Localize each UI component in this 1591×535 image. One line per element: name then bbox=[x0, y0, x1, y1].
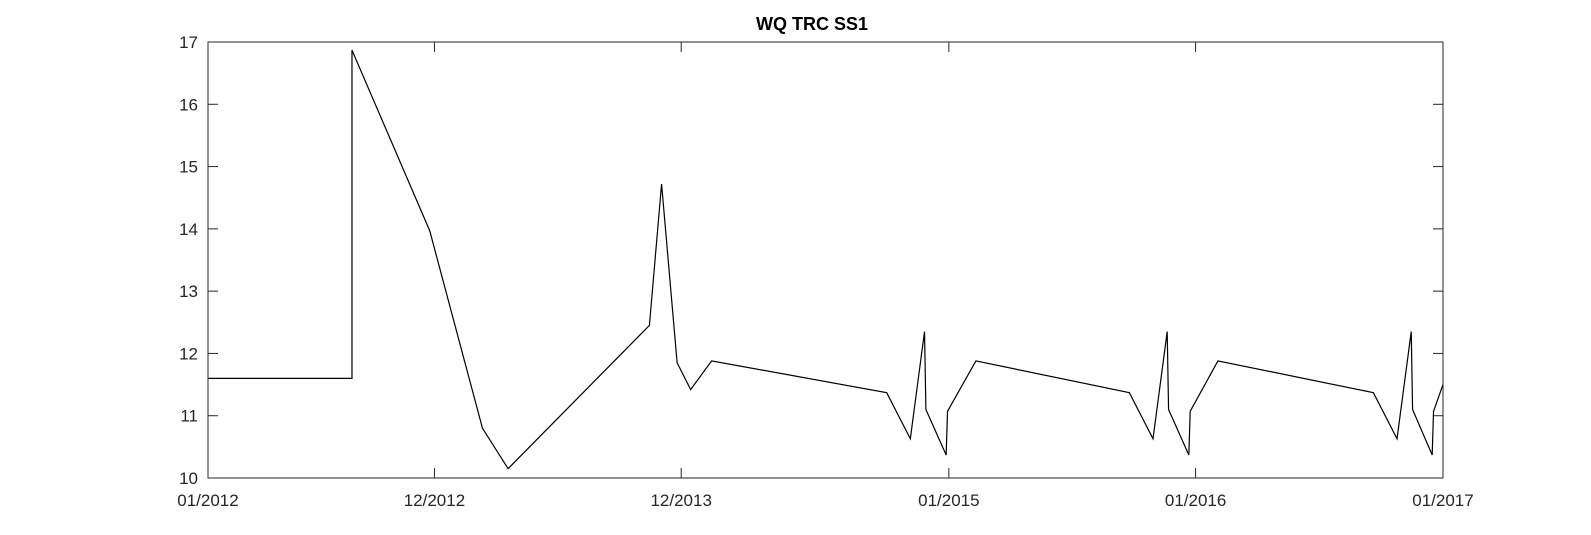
x-tick-label: 12/2013 bbox=[650, 491, 711, 510]
y-tick-label: 13 bbox=[179, 282, 198, 301]
chart-title: WQ TRC SS1 bbox=[756, 14, 868, 34]
x-tick-label: 12/2012 bbox=[404, 491, 465, 510]
x-tick-label: 01/2015 bbox=[918, 491, 979, 510]
plot-area: 10 11 12 13 14 15 16 17 01/2012 12/2012 12/2013 01/… bbox=[177, 33, 1473, 510]
series-line bbox=[208, 49, 1444, 470]
y-tick-label: 11 bbox=[180, 407, 198, 426]
x-tick-label: 01/2017 bbox=[1412, 491, 1473, 510]
x-tick-label: 01/2016 bbox=[1165, 491, 1226, 510]
y-tick-label: 12 bbox=[179, 344, 198, 363]
y-tick-label: 14 bbox=[179, 220, 198, 239]
x-tick-label: 01/2012 bbox=[177, 491, 238, 510]
y-tick-label: 15 bbox=[179, 158, 198, 177]
y-tick-label: 16 bbox=[179, 95, 198, 114]
y-tick-label: 10 bbox=[179, 469, 198, 488]
axes-box bbox=[207, 41, 1444, 479]
y-tick-label: 17 bbox=[179, 33, 198, 52]
